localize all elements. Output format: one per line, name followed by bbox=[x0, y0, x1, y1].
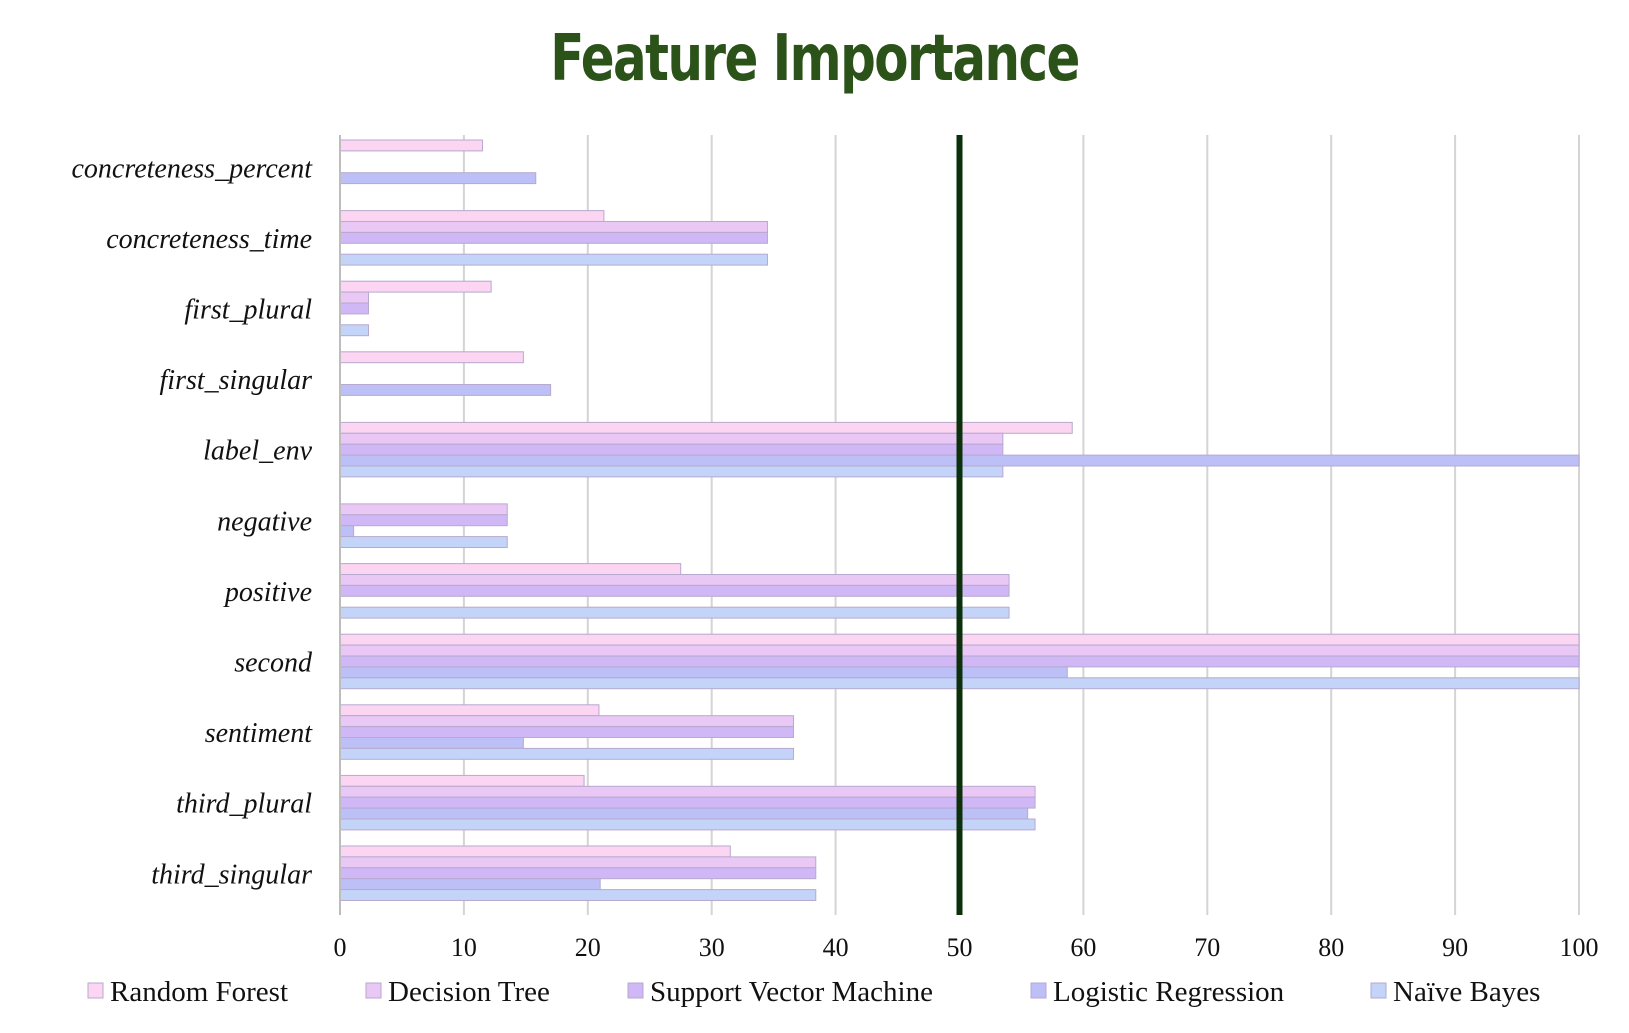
category-label: first_singular bbox=[160, 365, 313, 396]
bar bbox=[339, 726, 794, 738]
bar bbox=[339, 291, 369, 304]
x-tick-label: 50 bbox=[947, 933, 973, 962]
bar bbox=[339, 785, 1036, 798]
bar bbox=[339, 280, 492, 293]
x-tick-label: 90 bbox=[1442, 933, 1468, 962]
bar bbox=[339, 715, 794, 728]
bar bbox=[339, 432, 1004, 445]
category-label: first_plural bbox=[184, 294, 312, 325]
category-labels: concreteness_percent concreteness_timefir… bbox=[72, 153, 314, 890]
bar bbox=[339, 867, 817, 880]
bar bbox=[339, 606, 1010, 619]
bar bbox=[339, 584, 1010, 597]
bar bbox=[339, 514, 508, 527]
bar bbox=[339, 324, 369, 337]
bar bbox=[339, 443, 1004, 456]
legend-label: Random Forest bbox=[110, 976, 288, 1008]
legend-swatch bbox=[365, 982, 382, 999]
bar bbox=[339, 845, 731, 858]
x-tick-label: 40 bbox=[823, 933, 849, 962]
x-tick-label: 100 bbox=[1560, 933, 1599, 962]
x-tick-label: 20 bbox=[575, 933, 601, 962]
bar bbox=[339, 878, 601, 891]
x-tick-label: 10 bbox=[451, 933, 477, 962]
legend-swatch bbox=[1030, 982, 1047, 999]
bar bbox=[339, 465, 1004, 478]
bar bbox=[339, 574, 1010, 586]
bar bbox=[339, 525, 355, 538]
bar bbox=[339, 856, 817, 869]
bar bbox=[339, 889, 817, 901]
category-label: positive bbox=[223, 577, 312, 608]
category-label: third_singular bbox=[151, 859, 312, 890]
legend-swatch bbox=[1370, 982, 1387, 999]
bar bbox=[339, 384, 552, 396]
legend-label: Naïve Bayes bbox=[1393, 976, 1540, 1008]
category-label: sentiment bbox=[205, 718, 314, 749]
bar bbox=[339, 253, 768, 266]
bar bbox=[339, 563, 682, 575]
axes bbox=[339, 135, 963, 915]
legend: Random Forest Decision Tree Support Vector… bbox=[87, 976, 1540, 1008]
bar bbox=[339, 796, 1036, 809]
x-tick-label: 0 bbox=[334, 933, 347, 962]
bar bbox=[339, 704, 600, 717]
x-tick-label: 70 bbox=[1194, 933, 1220, 962]
bar bbox=[339, 774, 585, 787]
legend-label: Decision Tree bbox=[388, 976, 550, 1008]
bar bbox=[339, 210, 605, 223]
bar bbox=[339, 807, 1029, 820]
legend-label: Logistic Regression bbox=[1053, 976, 1285, 1008]
category-label: label_env bbox=[203, 436, 312, 467]
bar bbox=[339, 231, 768, 244]
category-label: concreteness_percent bbox=[72, 153, 314, 184]
bar bbox=[339, 818, 1036, 831]
category-label: second bbox=[234, 647, 313, 678]
legend-swatch bbox=[87, 982, 104, 999]
bar bbox=[339, 221, 768, 233]
x-tick-label: 60 bbox=[1070, 933, 1096, 962]
category-label: negative bbox=[217, 506, 312, 537]
bar bbox=[339, 139, 483, 152]
category-label: third_plural bbox=[176, 789, 312, 820]
bar bbox=[339, 172, 537, 185]
legend-label: Support Vector Machine bbox=[650, 976, 933, 1008]
legend-swatch bbox=[627, 982, 644, 999]
chart-title: Feature Importance bbox=[550, 22, 1080, 96]
bar bbox=[339, 536, 508, 548]
bar bbox=[339, 747, 794, 760]
bar bbox=[339, 737, 524, 749]
x-tick-labels: 0 10 20 30 40 50 60 70 80 90 100 bbox=[334, 933, 1599, 962]
bar bbox=[339, 503, 508, 516]
category-label: concreteness_time bbox=[106, 224, 312, 255]
bar bbox=[339, 302, 369, 315]
x-tick-label: 80 bbox=[1318, 933, 1344, 962]
x-tick-label: 30 bbox=[699, 933, 725, 962]
bar bbox=[339, 351, 524, 364]
